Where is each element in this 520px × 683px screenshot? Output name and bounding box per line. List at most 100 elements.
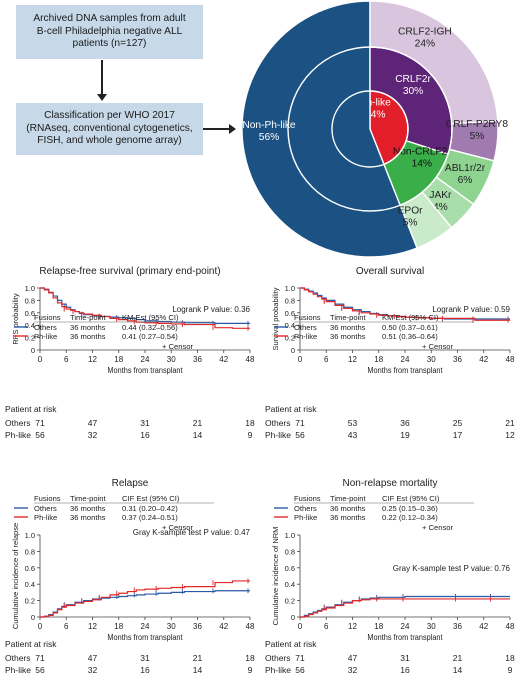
rfs-y-tick-label: 0.4: [25, 321, 35, 330]
nrm-y-tick-label: 1.0: [285, 531, 295, 540]
middle-label-non-crlf2r: Non-CRLF2r: [393, 146, 451, 157]
relapse-x-tick-label: 6: [64, 622, 69, 631]
os-series-ph-like: [300, 287, 510, 321]
nrm-x-tick-label: 18: [374, 622, 383, 631]
os-risk-value: 12: [505, 430, 515, 440]
rfs-x-tick-label: 0: [38, 355, 43, 364]
os-y-tick-label: 0: [291, 346, 295, 355]
rfs-y-tick-label: 0: [31, 346, 35, 355]
rfs-y-tick-label: 0.2: [25, 334, 35, 343]
flow-box-samples: Archived DNA samples from adult B-cell P…: [16, 5, 203, 59]
relapse-legend-timepoint-others: 36 months: [70, 504, 106, 513]
os-panel: Overall survival 0 6 12 18 24 30 36 42 48 0 0.2 0.4 0…: [271, 266, 515, 375]
nrm-x-tick-label: 0: [298, 622, 303, 631]
nrm-title: Non-relapse mortality: [342, 478, 437, 489]
rfs-risk-value: 47: [87, 418, 98, 428]
nrm-legend-header: Time-point: [330, 494, 366, 503]
rfs-x-label: Months from transplant: [107, 366, 183, 375]
risk-table-rfs: Patient at risk Others 71 47 31 21 18 Ph-like 56…: [0, 404, 260, 454]
nrm-legend-name-others: Others: [294, 504, 317, 513]
risk-table-relapse: Patient at risk Others 71 47 31 21 18 Ph-like 56…: [0, 639, 260, 683]
rfs-risk-value: 18: [245, 418, 255, 428]
rfs-risk-value: 21: [192, 418, 203, 428]
relapse-risk-header: Patient at risk: [5, 639, 57, 649]
relapse-risk-value: 21: [192, 653, 203, 663]
nrm-y-tick-label: 0.6: [285, 564, 295, 573]
relapse-series-ph-like: [40, 580, 250, 618]
nrm-x-tick-label: 12: [348, 622, 357, 631]
os-risk-value: 36: [400, 418, 410, 428]
os-x-tick-label: 42: [479, 355, 488, 364]
relapse-risk-value: 32: [87, 665, 98, 675]
rfs-x-tick-label: 6: [64, 355, 69, 364]
os-legend-header: KM Est (95% CI): [382, 313, 439, 322]
flow-box-classification-line-3: FISH, and whole genome array): [37, 135, 182, 147]
middle-label-crlf2r: CRLF2r: [395, 74, 431, 85]
relapse-risk-value: 16: [140, 665, 150, 675]
nrm-y-tick-label: 0.4: [285, 580, 295, 589]
os-x-tick-label: 12: [348, 355, 357, 364]
os-censor-legend: + Censor: [422, 342, 453, 351]
relapse-y-tick-label: 1.0: [25, 531, 35, 540]
ring-boundary-inner: [331, 90, 409, 168]
os-legend-name-ph-like: Ph-like: [294, 332, 317, 341]
rfs-legend-header: KM Est (95% CI): [122, 313, 179, 322]
relapse-legend-header: Fusions: [34, 494, 61, 503]
outer-pct-epor: 5%: [403, 217, 418, 228]
nrm-risk-row-label: Ph-like: [265, 665, 291, 675]
os-legend-timepoint-others: 36 months: [330, 323, 366, 332]
nrm-x-tick-label: 6: [324, 622, 329, 631]
nrm-legend-timepoint-others: 36 months: [330, 504, 366, 513]
os-risk-row-label: Others: [265, 418, 291, 428]
flow-arrow-down-head: [97, 94, 107, 101]
relapse-legend-header: CIF Est (95% CI): [122, 494, 180, 503]
ring-boundary-middle: [287, 46, 453, 212]
flow-arrow-right: [203, 128, 230, 130]
rfs-risk-value: 56: [35, 430, 45, 440]
nrm-x-tick-label: 36: [453, 622, 462, 631]
rfs-x-tick-label: 30: [167, 355, 176, 364]
rfs-y-tick-label: 0.6: [25, 309, 35, 318]
outer-pct-jakr: 4%: [433, 202, 448, 213]
flow-box-samples-line-2: B-cell Philadelphia negative ALL: [36, 25, 183, 37]
nrm-risk-value: 47: [347, 653, 358, 663]
nrm-series-ph-like: [300, 598, 510, 618]
nrm-y-tick-label: 0: [291, 613, 295, 622]
relapse-legend-est-others: 0.31 (0.20–0.42): [122, 504, 178, 513]
os-legend-timepoint-ph-like: 36 months: [330, 332, 366, 341]
flow-box-samples-line-1: Archived DNA samples from adult: [33, 13, 186, 25]
relapse-legend-timepoint-ph-like: 36 months: [70, 513, 106, 522]
nrm-legend-header: CIF Est (95% CI): [382, 494, 440, 503]
relapse-y-tick-label: 0.6: [25, 564, 35, 573]
nrm-risk-header: Patient at risk: [265, 639, 317, 649]
nrm-x-label: Months from transplant: [367, 633, 443, 642]
os-legend-header: Time-point: [330, 313, 366, 322]
relapse-legend-name-others: Others: [34, 504, 57, 513]
middle-pct-non-crlf2r: 14%: [412, 158, 432, 169]
relapse-censor-legend: + Censor: [162, 523, 193, 532]
flow-box-samples-line-3: patients (n=127): [72, 38, 147, 50]
rfs-risk-value: 71: [35, 418, 45, 428]
os-y-tick-label: 0.6: [285, 309, 295, 318]
rfs-risk-value: 32: [87, 430, 98, 440]
relapse-y-label: Cumulative incidence of relapse: [11, 523, 20, 629]
rfs-y-tick-label: 1.0: [25, 284, 35, 293]
rfs-legend-header: Time-point: [70, 313, 106, 322]
rfs-title: Relapse-free survival (primary end-point…: [39, 266, 220, 277]
rfs-x-tick-label: 42: [219, 355, 228, 364]
os-legend-est-others: 0.50 (0.37–0.61): [382, 323, 438, 332]
relapse-y-tick-label: 0.2: [25, 597, 35, 606]
relapse-test-label: Gray K-sample test P value: 0.47: [133, 528, 251, 537]
rfs-y-tick-label: 0.8: [25, 296, 35, 305]
outer-label-crlf-p2ry8: CRLF-P2RY8: [446, 119, 508, 130]
relapse-risk-value: 47: [87, 653, 98, 663]
os-x-tick-label: 6: [324, 355, 329, 364]
relapse-risk-value: 14: [192, 665, 203, 675]
nrm-risk-value: 56: [295, 665, 305, 675]
rfs-test-label: Logrank P value: 0.36: [172, 305, 250, 314]
nrm-risk-value: 16: [400, 665, 410, 675]
os-x-tick-label: 24: [401, 355, 410, 364]
relapse-legend-est-ph-like: 0.37 (0.24–0.51): [122, 513, 178, 522]
relapse-risk-value: 18: [245, 653, 255, 663]
inner-label-ph-like: Ph-like: [360, 98, 391, 109]
